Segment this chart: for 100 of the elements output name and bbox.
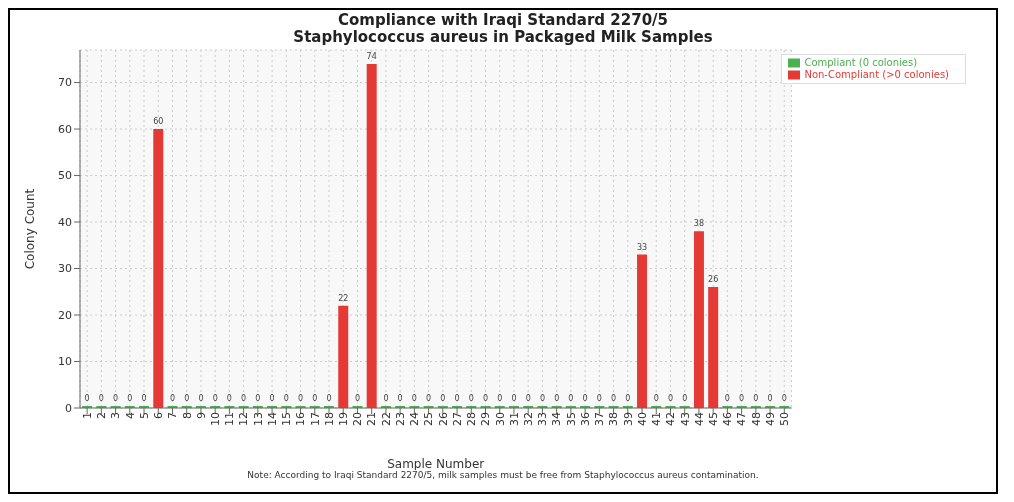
data-label: 0 (454, 394, 460, 403)
data-label: 38 (693, 219, 705, 229)
x-tick-label: 17 (308, 412, 322, 426)
data-label: 0 (127, 394, 133, 403)
data-label: 0 (98, 394, 104, 403)
x-tick-label: 2 (95, 412, 109, 419)
x-tick-label: 34 (550, 412, 564, 426)
x-tick-label: 25 (422, 412, 436, 426)
data-label: 0 (539, 394, 545, 403)
x-tick-label: 7 (166, 412, 180, 419)
x-tick-label: 46 (721, 412, 735, 426)
x-tick-label: 6 (152, 412, 166, 419)
x-tick-label: 33 (536, 412, 550, 426)
x-tick-label: 4 (123, 412, 137, 419)
x-tick-label: 50 (778, 412, 792, 426)
data-label: 0 (354, 394, 361, 403)
data-label: 60 (153, 117, 164, 127)
data-label: 0 (525, 394, 531, 403)
y-tick-label: 60 (58, 122, 72, 136)
y-axis-title: Colony Count (23, 188, 38, 270)
x-tick-label: 49 (763, 412, 777, 426)
text: Note: According to Iraqi Standard 2270/5, milk samples must be free from Staphylococcus aureus contamination. (246, 470, 760, 480)
data-label: 0 (724, 394, 730, 403)
y-tick-label: 0 (65, 401, 72, 415)
legend-label: Compliant (0 colonies) (804, 57, 918, 68)
data-label: 0 (482, 394, 489, 403)
x-tick-label: 30 (493, 412, 507, 426)
x-tick-label: 31 (507, 412, 521, 426)
data-label: 0 (84, 394, 90, 403)
x-tick-label: 28 (465, 412, 479, 426)
x-tick-label: 32 (522, 412, 536, 426)
x-tick-label: 35 (564, 412, 578, 426)
data-label: 74 (366, 51, 377, 61)
x-tick-label: 3 (109, 412, 123, 419)
data-label: 0 (198, 394, 204, 403)
x-tick-label: 5 (137, 412, 151, 419)
x-tick-label: 10 (208, 412, 222, 426)
data-label: 0 (184, 394, 190, 403)
data-label: 0 (497, 394, 503, 403)
x-tick-label: 36 (578, 412, 592, 426)
x-tick-label: 1 (80, 412, 94, 419)
legend-label: Non-Compliant (>0 colonies) (804, 69, 949, 80)
y-tick-label: 70 (58, 76, 72, 90)
x-tick-label: 41 (650, 412, 664, 426)
data-label: 0 (397, 394, 403, 403)
x-tick-label: 38 (607, 412, 621, 426)
data-label: 0 (411, 394, 417, 403)
x-tick-label: 11 (223, 412, 237, 426)
x-tick-label: 19 (337, 412, 351, 426)
data-label: 0 (141, 394, 147, 403)
data-label: 0 (426, 394, 432, 403)
data-label: 0 (113, 394, 119, 403)
data-label: 0 (283, 394, 289, 403)
data-label: 0 (582, 394, 588, 403)
x-tick-label: 16 (294, 412, 308, 426)
data-label: 0 (781, 394, 787, 403)
data-label: 0 (682, 394, 688, 403)
data-label: 0 (326, 394, 332, 403)
x-tick-label: 45 (706, 412, 720, 426)
data-label: 0 (625, 394, 631, 403)
data-label: 0 (269, 394, 275, 403)
data-label: 0 (226, 394, 232, 403)
data-label: 0 (611, 394, 617, 403)
x-tick-label: 48 (749, 412, 763, 426)
x-tick-label: 39 (621, 412, 635, 426)
chart-title: Compliance with Iraqi Standard 2270/5 Staphylococcus aureus in Packaged Milk Samples (292, 11, 714, 46)
data-label: 0 (383, 394, 389, 403)
data-label: 0 (554, 394, 560, 403)
x-tick-label: 44 (692, 412, 706, 426)
data-label: 0 (653, 394, 659, 403)
data-label: 0 (568, 394, 574, 403)
x-tick-label: 37 (593, 412, 607, 426)
data-label: 22 (338, 293, 349, 303)
x-tick-label: 18 (322, 412, 336, 426)
x-tick-label: 13 (251, 412, 265, 426)
data-label: 0 (312, 394, 318, 403)
data-label: 0 (255, 394, 261, 403)
data-label: 0 (753, 394, 759, 403)
x-tick-label: 24 (408, 412, 422, 426)
x-tick-label: 47 (735, 412, 749, 426)
x-tick-label: 14 (265, 412, 279, 426)
x-tick-label: 8 (180, 412, 194, 419)
data-label: 33 (636, 242, 648, 252)
x-tick-label: 23 (393, 412, 407, 426)
data-label: 0 (767, 394, 773, 403)
x-tick-label: 15 (280, 412, 294, 426)
x-tick-label: 9 (194, 412, 208, 419)
x-tick-label: 26 (436, 412, 450, 426)
x-tick-label: 40 (635, 412, 649, 426)
x-tick-label: 20 (351, 412, 365, 426)
data-label: 26 (708, 275, 719, 285)
x-tick-label: 12 (237, 412, 251, 426)
data-label: 0 (298, 394, 304, 403)
y-tick-label: 40 (58, 215, 72, 229)
data-label: 0 (739, 394, 745, 403)
data-label: 0 (241, 394, 247, 403)
data-label: 0 (468, 394, 474, 403)
y-tick-label: 30 (58, 262, 72, 276)
y-tick-label: 10 (58, 355, 72, 369)
x-tick-label: 42 (664, 412, 678, 426)
